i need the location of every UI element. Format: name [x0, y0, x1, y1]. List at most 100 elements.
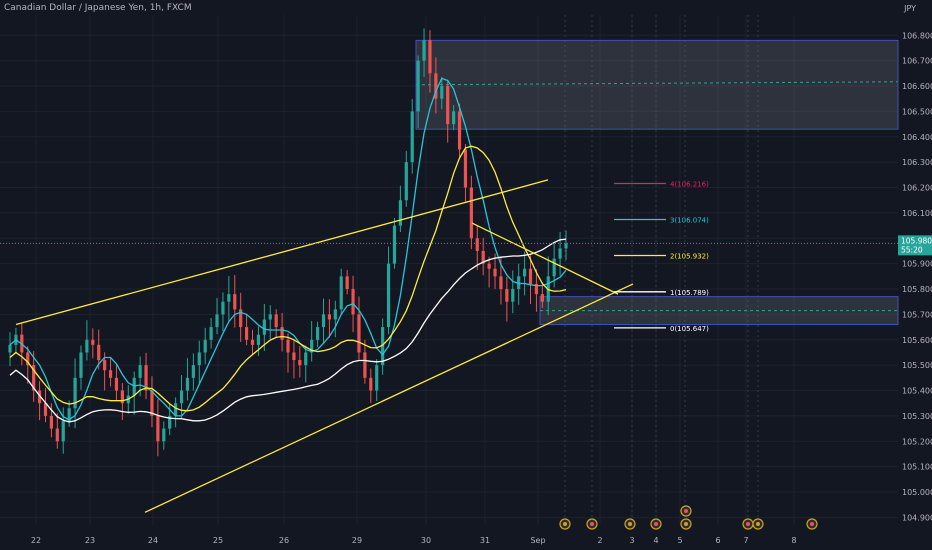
candle-body[interactable]: [8, 344, 12, 353]
candle-body[interactable]: [37, 390, 42, 404]
last-price-badge[interactable]: [898, 235, 932, 256]
candle-body[interactable]: [191, 365, 195, 378]
candle-body[interactable]: [304, 352, 308, 366]
candle-body[interactable]: [534, 283, 539, 295]
candle-body[interactable]: [416, 60, 420, 112]
candle-body[interactable]: [522, 268, 527, 277]
candle-body[interactable]: [239, 309, 243, 328]
candle-body[interactable]: [481, 250, 485, 264]
candle-body[interactable]: [85, 339, 89, 353]
candle-body[interactable]: [179, 390, 184, 404]
candle-body[interactable]: [398, 200, 402, 226]
candle-body[interactable]: [114, 377, 119, 391]
candle-body[interactable]: [215, 314, 219, 328]
candle-body[interactable]: [345, 276, 349, 290]
candle-body[interactable]: [67, 408, 71, 421]
candle-body[interactable]: [375, 365, 379, 391]
candle-body[interactable]: [203, 339, 207, 353]
candle-body[interactable]: [381, 327, 385, 366]
event-marker-dot: [628, 522, 632, 526]
candle-body[interactable]: [132, 377, 136, 396]
candle-body[interactable]: [209, 327, 213, 340]
candle-body[interactable]: [446, 86, 450, 125]
trendline[interactable]: [15, 179, 549, 326]
candle-body[interactable]: [97, 344, 101, 361]
candle-body[interactable]: [410, 111, 414, 163]
candle-body[interactable]: [310, 339, 314, 353]
candle-body[interactable]: [168, 415, 172, 429]
candle-body[interactable]: [250, 339, 255, 345]
candle-body[interactable]: [475, 238, 479, 251]
candle-body[interactable]: [103, 360, 107, 371]
candle-body[interactable]: [363, 352, 367, 378]
candle-body[interactable]: [469, 187, 473, 239]
candle-body[interactable]: [499, 276, 503, 290]
candle-body[interactable]: [422, 40, 426, 61]
candle-body[interactable]: [517, 276, 521, 290]
candle-body[interactable]: [540, 294, 544, 302]
candle-body[interactable]: [357, 314, 361, 353]
trendline[interactable]: [471, 222, 619, 295]
candle-body[interactable]: [233, 294, 237, 310]
candle-body[interactable]: [321, 314, 326, 328]
candle-body[interactable]: [351, 289, 355, 315]
candle-body[interactable]: [369, 377, 373, 391]
candle-body[interactable]: [55, 428, 59, 442]
candle-body[interactable]: [256, 334, 261, 345]
candle-body[interactable]: [185, 377, 190, 391]
candle-body[interactable]: [197, 352, 201, 366]
candle-body[interactable]: [552, 258, 556, 277]
candle-body[interactable]: [49, 415, 54, 429]
candle-body[interactable]: [286, 339, 290, 353]
candle-body[interactable]: [43, 403, 48, 416]
candle-body[interactable]: [511, 289, 515, 302]
candle-body[interactable]: [244, 327, 249, 340]
candle-body[interactable]: [73, 377, 77, 409]
candle-body[interactable]: [339, 276, 343, 310]
candle-body[interactable]: [440, 86, 444, 99]
candle-body[interactable]: [404, 162, 408, 201]
candle-body[interactable]: [174, 403, 178, 416]
candle-body[interactable]: [268, 314, 272, 320]
candle-body[interactable]: [262, 319, 266, 335]
candle-body[interactable]: [493, 268, 497, 277]
candle-body[interactable]: [487, 263, 491, 269]
trendline[interactable]: [144, 283, 634, 513]
candle-body[interactable]: [144, 365, 148, 391]
candle-body[interactable]: [280, 327, 284, 340]
candle-body[interactable]: [298, 360, 302, 366]
candle-body[interactable]: [91, 339, 95, 345]
candle-body[interactable]: [79, 352, 83, 378]
candle-body[interactable]: [150, 390, 154, 416]
candle-body[interactable]: [463, 149, 468, 188]
candle-body[interactable]: [392, 225, 397, 264]
candle-body[interactable]: [138, 365, 142, 378]
candle-body[interactable]: [428, 40, 432, 74]
fib-level-label: 4(106.216): [670, 180, 709, 188]
candle-body[interactable]: [61, 420, 65, 442]
candle-body[interactable]: [26, 352, 30, 366]
candle-body[interactable]: [564, 243, 568, 249]
candle-body[interactable]: [315, 327, 320, 340]
candle-body[interactable]: [333, 309, 337, 320]
candle-body[interactable]: [162, 428, 166, 442]
candle-body[interactable]: [108, 370, 113, 378]
candle-body[interactable]: [434, 73, 438, 99]
candle-body[interactable]: [292, 352, 296, 361]
candle-body[interactable]: [505, 289, 509, 302]
candle-body[interactable]: [32, 365, 36, 391]
event-marker-dot: [563, 522, 567, 526]
zone-demand[interactable]: [539, 296, 899, 326]
candle-body[interactable]: [227, 294, 231, 302]
candle-body[interactable]: [386, 263, 391, 328]
candle-body[interactable]: [120, 390, 124, 404]
candle-body[interactable]: [452, 111, 456, 125]
candle-body[interactable]: [221, 301, 225, 315]
candle-body[interactable]: [274, 314, 278, 328]
candle-body[interactable]: [156, 415, 160, 442]
candle-body[interactable]: [327, 314, 332, 320]
candle-body[interactable]: [528, 268, 533, 284]
candle-body[interactable]: [558, 248, 562, 259]
candle-body[interactable]: [457, 111, 462, 150]
